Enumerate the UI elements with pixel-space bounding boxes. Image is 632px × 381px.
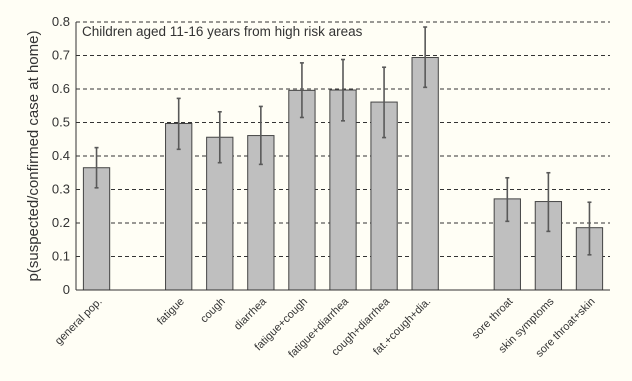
bars <box>82 57 604 291</box>
bar <box>288 89 316 291</box>
error-bar <box>258 105 263 166</box>
y-tick-label: 0.3 <box>52 182 70 197</box>
category-label: fatigue <box>155 296 187 328</box>
error-bars <box>94 26 592 256</box>
error-bar <box>94 146 99 189</box>
category-label: diarrhea <box>232 295 270 333</box>
y-tick-label: 0.7 <box>52 48 70 63</box>
y-tick-label: 0.2 <box>52 215 70 230</box>
error-bar <box>546 171 551 233</box>
bar <box>329 89 357 291</box>
y-tick-label: 0.8 <box>52 14 70 29</box>
axes <box>75 22 610 291</box>
error-bar <box>176 97 181 151</box>
bar <box>411 57 439 291</box>
y-tick-label: 0 <box>63 282 70 297</box>
error-bar <box>423 26 428 89</box>
y-tick-label: 0.5 <box>52 115 70 130</box>
y-tick-label: 0.1 <box>52 249 70 264</box>
chart-annotation: Children aged 11-16 years from high risk… <box>82 24 363 39</box>
y-tick-labels: 0 0.1 0.2 0.3 0.4 0.5 0.6 0.7 0.8 <box>52 14 70 297</box>
category-label: general pop. <box>53 296 105 348</box>
error-bar <box>505 176 510 223</box>
y-tick-label: 0.6 <box>52 81 70 96</box>
error-bar <box>341 58 345 122</box>
category-label: cough <box>198 296 228 326</box>
error-bar <box>587 201 592 256</box>
error-bar <box>299 62 304 119</box>
category-labels: general pop. fatigue cough diarrheafatigue+… <box>53 295 598 361</box>
y-tick-label: 0.4 <box>52 148 70 163</box>
y-axis-title: p(suspected/confirmed case at home) <box>25 31 42 282</box>
error-bar <box>217 110 222 164</box>
error-bar <box>382 66 387 139</box>
